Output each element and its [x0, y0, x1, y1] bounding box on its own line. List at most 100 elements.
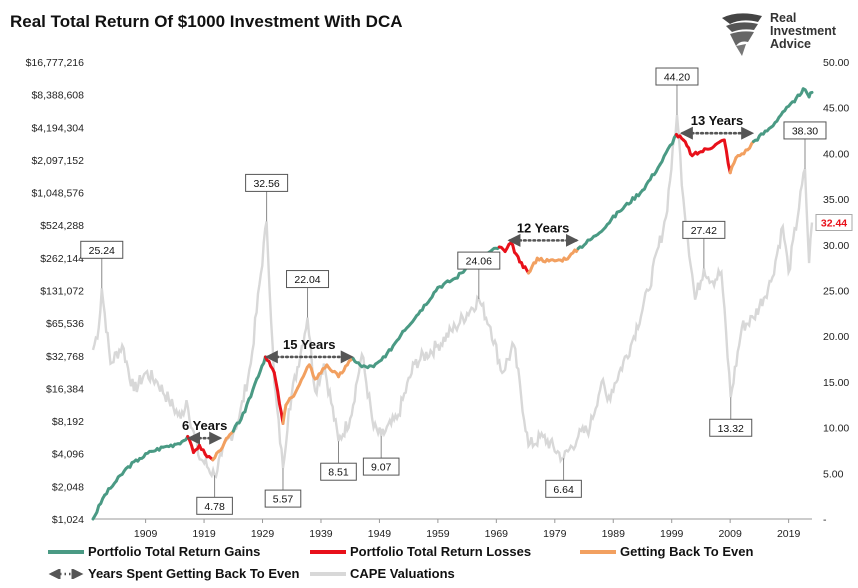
cape-label-text: 8.51 [328, 467, 349, 479]
logo-text: Real Investment Advice [770, 12, 836, 51]
cape-label-box [362, 457, 400, 476]
y-left-tick-label: $16,777,216 [26, 57, 85, 69]
portfolio-segment [173, 439, 186, 446]
portfolio-segment [223, 429, 235, 444]
portfolio-segment [313, 363, 329, 381]
cape-label-text: 22.04 [294, 274, 320, 286]
legend-item-losses: Portfolio Total Return Losses [310, 544, 531, 559]
legend-swatch-gains [48, 549, 84, 554]
cape-label: 13.32 [709, 397, 753, 437]
portfolio-segment [91, 493, 107, 521]
portfolio-segment [192, 443, 201, 454]
legend-label-losses: Portfolio Total Return Losses [350, 544, 532, 559]
legend: Portfolio Total Return Gains Portfolio T… [48, 544, 848, 584]
legend-label-recovery: Getting Back To Even [620, 544, 754, 559]
x-tick-label: 1939 [309, 528, 333, 540]
portfolio-segment [272, 371, 285, 425]
portfolio-segment [527, 256, 539, 275]
portfolio-segment [126, 457, 142, 469]
cape-label-text: 27.42 [691, 225, 717, 237]
portfolio-segment [103, 479, 118, 497]
legend-item-recovery: Getting Back To Even [580, 544, 753, 559]
portfolio-segment [547, 258, 563, 263]
cape-series-line [91, 114, 814, 479]
legend-arrow-icon [48, 568, 84, 579]
legend-label-gains: Portfolio Total Return Gains [88, 544, 261, 559]
y-right-tick-label: 25.00 [823, 286, 849, 298]
cape-label-box [682, 220, 726, 239]
y-right-tick-label: 35.00 [823, 194, 849, 206]
portfolio-segment [296, 363, 311, 390]
cape-label-text: 4.78 [204, 501, 225, 513]
cape-label-text: 13.32 [718, 423, 744, 435]
x-tick-label: 1979 [543, 528, 567, 540]
x-tick-label: 1999 [660, 528, 684, 540]
legend-swatch-losses [310, 549, 346, 554]
portfolio-segment [699, 143, 717, 154]
portfolio-segment [801, 87, 811, 99]
x-tick-label: 1949 [368, 528, 392, 540]
x-tick-label: 1989 [602, 528, 626, 540]
cape-label: 25.24 [80, 240, 124, 289]
y-left-tick-label: $4,096 [52, 449, 84, 461]
cape-label-box [545, 479, 582, 498]
portfolio-segment [728, 156, 738, 175]
y-left-tick-label: $131,072 [40, 286, 84, 298]
cape-label-box [709, 418, 753, 437]
cape-label: 4.78 [196, 475, 233, 515]
portfolio-segment [781, 100, 796, 114]
y-left-tick-label: $16,384 [46, 383, 84, 395]
y-left-tick-label: $32,768 [46, 351, 84, 363]
portfolio-segment [290, 386, 300, 399]
portfolio-segment [559, 255, 571, 263]
portfolio-segment [401, 309, 422, 333]
y-left-tick-label: $1,048,576 [31, 188, 84, 200]
period-annotations: 6 Years 15 Years 12 Years 13 Years [182, 113, 755, 445]
y-left-tick-label: $262,144 [40, 253, 84, 265]
y-left-tick-label: $4,194,304 [31, 122, 84, 134]
portfolio-segment [138, 449, 153, 460]
portfolio-segment [793, 87, 805, 104]
portfolio-segment [360, 364, 376, 370]
portfolio-segment [161, 442, 177, 449]
y-left-tick-label: $65,536 [46, 318, 84, 330]
portfolio-segment [567, 247, 580, 258]
last-value-marker: 32.44 [815, 213, 853, 231]
y-left-tick-label: $524,288 [40, 220, 84, 232]
period-label: 13 Years [691, 113, 744, 128]
portfolio-segment [231, 410, 247, 433]
portfolio-segment [383, 329, 405, 359]
logo-line-3: Advice [770, 37, 811, 51]
cape-label-box [245, 173, 289, 192]
x-tick-label: 1909 [134, 528, 158, 540]
y-right-tick-label: 40.00 [823, 148, 849, 160]
cape-label-text: 32.56 [253, 178, 279, 190]
portfolio-segment [617, 188, 644, 214]
portfolio-segment [325, 363, 340, 379]
cape-label-text: 24.06 [466, 256, 492, 268]
legend-label-arrows: Years Spent Getting Back To Even [88, 566, 300, 581]
y-left-tick-label: $8,192 [52, 416, 84, 428]
legend-item-arrows: Years Spent Getting Back To Even [48, 566, 299, 581]
logo-line-2: Investment [770, 24, 836, 38]
y-left-tick-label: $2,097,152 [31, 155, 84, 167]
y-left-tick-label: $2,048 [52, 481, 84, 493]
portfolio-segment [255, 355, 267, 381]
cape-label: 6.64 [545, 458, 582, 498]
cape-label: 24.06 [457, 251, 501, 300]
cape-label-text: 5.57 [273, 494, 294, 506]
y-right-tick-label: 20.00 [823, 331, 849, 343]
portfolio-segment [418, 285, 440, 313]
portfolio-series [91, 87, 814, 521]
x-tick-label: 2009 [718, 528, 742, 540]
logo-line-1: Real [770, 11, 797, 25]
y-right-tick-label: 15.00 [823, 377, 849, 389]
portfolio-segment [641, 163, 662, 192]
cape-label-box [286, 270, 330, 289]
portfolio-segment [722, 138, 732, 175]
logo-icon [722, 13, 762, 56]
portfolio-segment [807, 90, 814, 99]
portfolio-segment [281, 403, 288, 425]
period-label: 12 Years [517, 220, 570, 235]
cape-label-text: 44.20 [664, 72, 690, 84]
